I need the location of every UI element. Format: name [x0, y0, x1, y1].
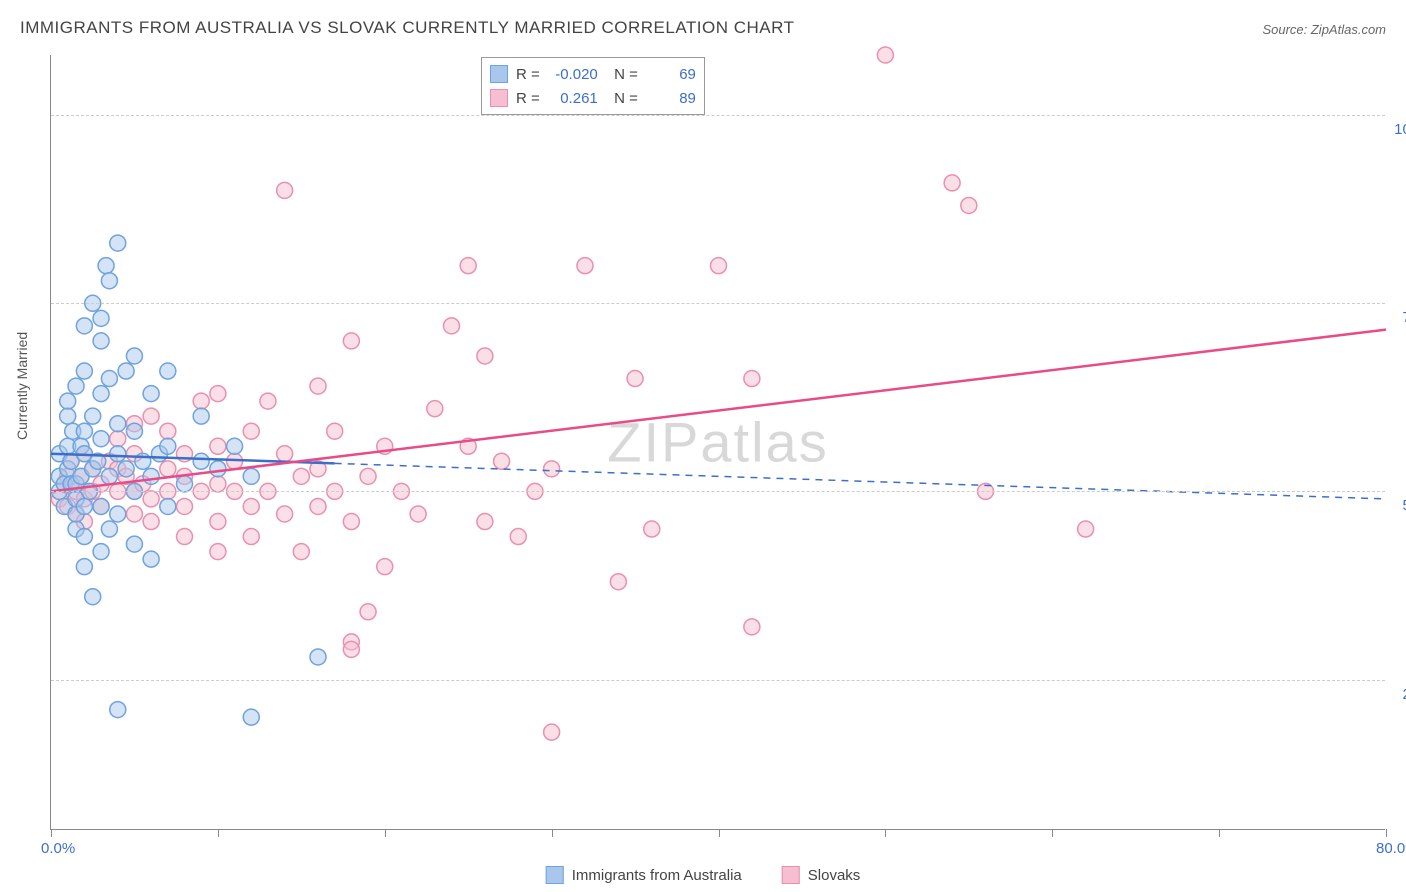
legend-swatch-1: [546, 866, 564, 884]
y-tick-label: 25.0%: [1402, 686, 1406, 703]
y-tick-label: 75.0%: [1402, 309, 1406, 326]
correlation-stats-box: R = -0.020 N = 69 R = 0.261 N = 89: [481, 57, 705, 115]
stat-r-value-2: 0.261: [548, 90, 598, 107]
stat-r-label: R =: [516, 90, 540, 107]
x-tick-label: 0.0%: [41, 840, 75, 857]
legend-item-1: Immigrants from Australia: [546, 866, 742, 884]
y-tick-label: 100.0%: [1394, 121, 1406, 138]
legend-label-1: Immigrants from Australia: [572, 867, 742, 884]
y-tick-label: 50.0%: [1402, 497, 1406, 514]
stat-row-series-2: R = 0.261 N = 89: [490, 86, 696, 110]
swatch-series-1: [490, 65, 508, 83]
legend-item-2: Slovaks: [782, 866, 861, 884]
swatch-series-2: [490, 89, 508, 107]
stat-r-value-1: -0.020: [548, 66, 598, 83]
stat-row-series-1: R = -0.020 N = 69: [490, 62, 696, 86]
x-tick-label: 80.0%: [1376, 840, 1406, 857]
legend-swatch-2: [782, 866, 800, 884]
chart-svg: [51, 55, 1385, 829]
stat-n-value-1: 69: [646, 66, 696, 83]
chart-title: IMMIGRANTS FROM AUSTRALIA VS SLOVAK CURR…: [20, 18, 795, 38]
stat-n-value-2: 89: [646, 90, 696, 107]
stat-n-label: N =: [606, 66, 638, 83]
plot-area: ZIPatlas R = -0.020 N = 69 R = 0.261 N =…: [50, 55, 1385, 830]
stat-n-label: N =: [606, 90, 638, 107]
source-attribution: Source: ZipAtlas.com: [1262, 22, 1386, 37]
bottom-legend: Immigrants from Australia Slovaks: [546, 866, 861, 884]
stat-r-label: R =: [516, 66, 540, 83]
legend-label-2: Slovaks: [808, 867, 861, 884]
y-axis-title: Currently Married: [14, 332, 30, 440]
